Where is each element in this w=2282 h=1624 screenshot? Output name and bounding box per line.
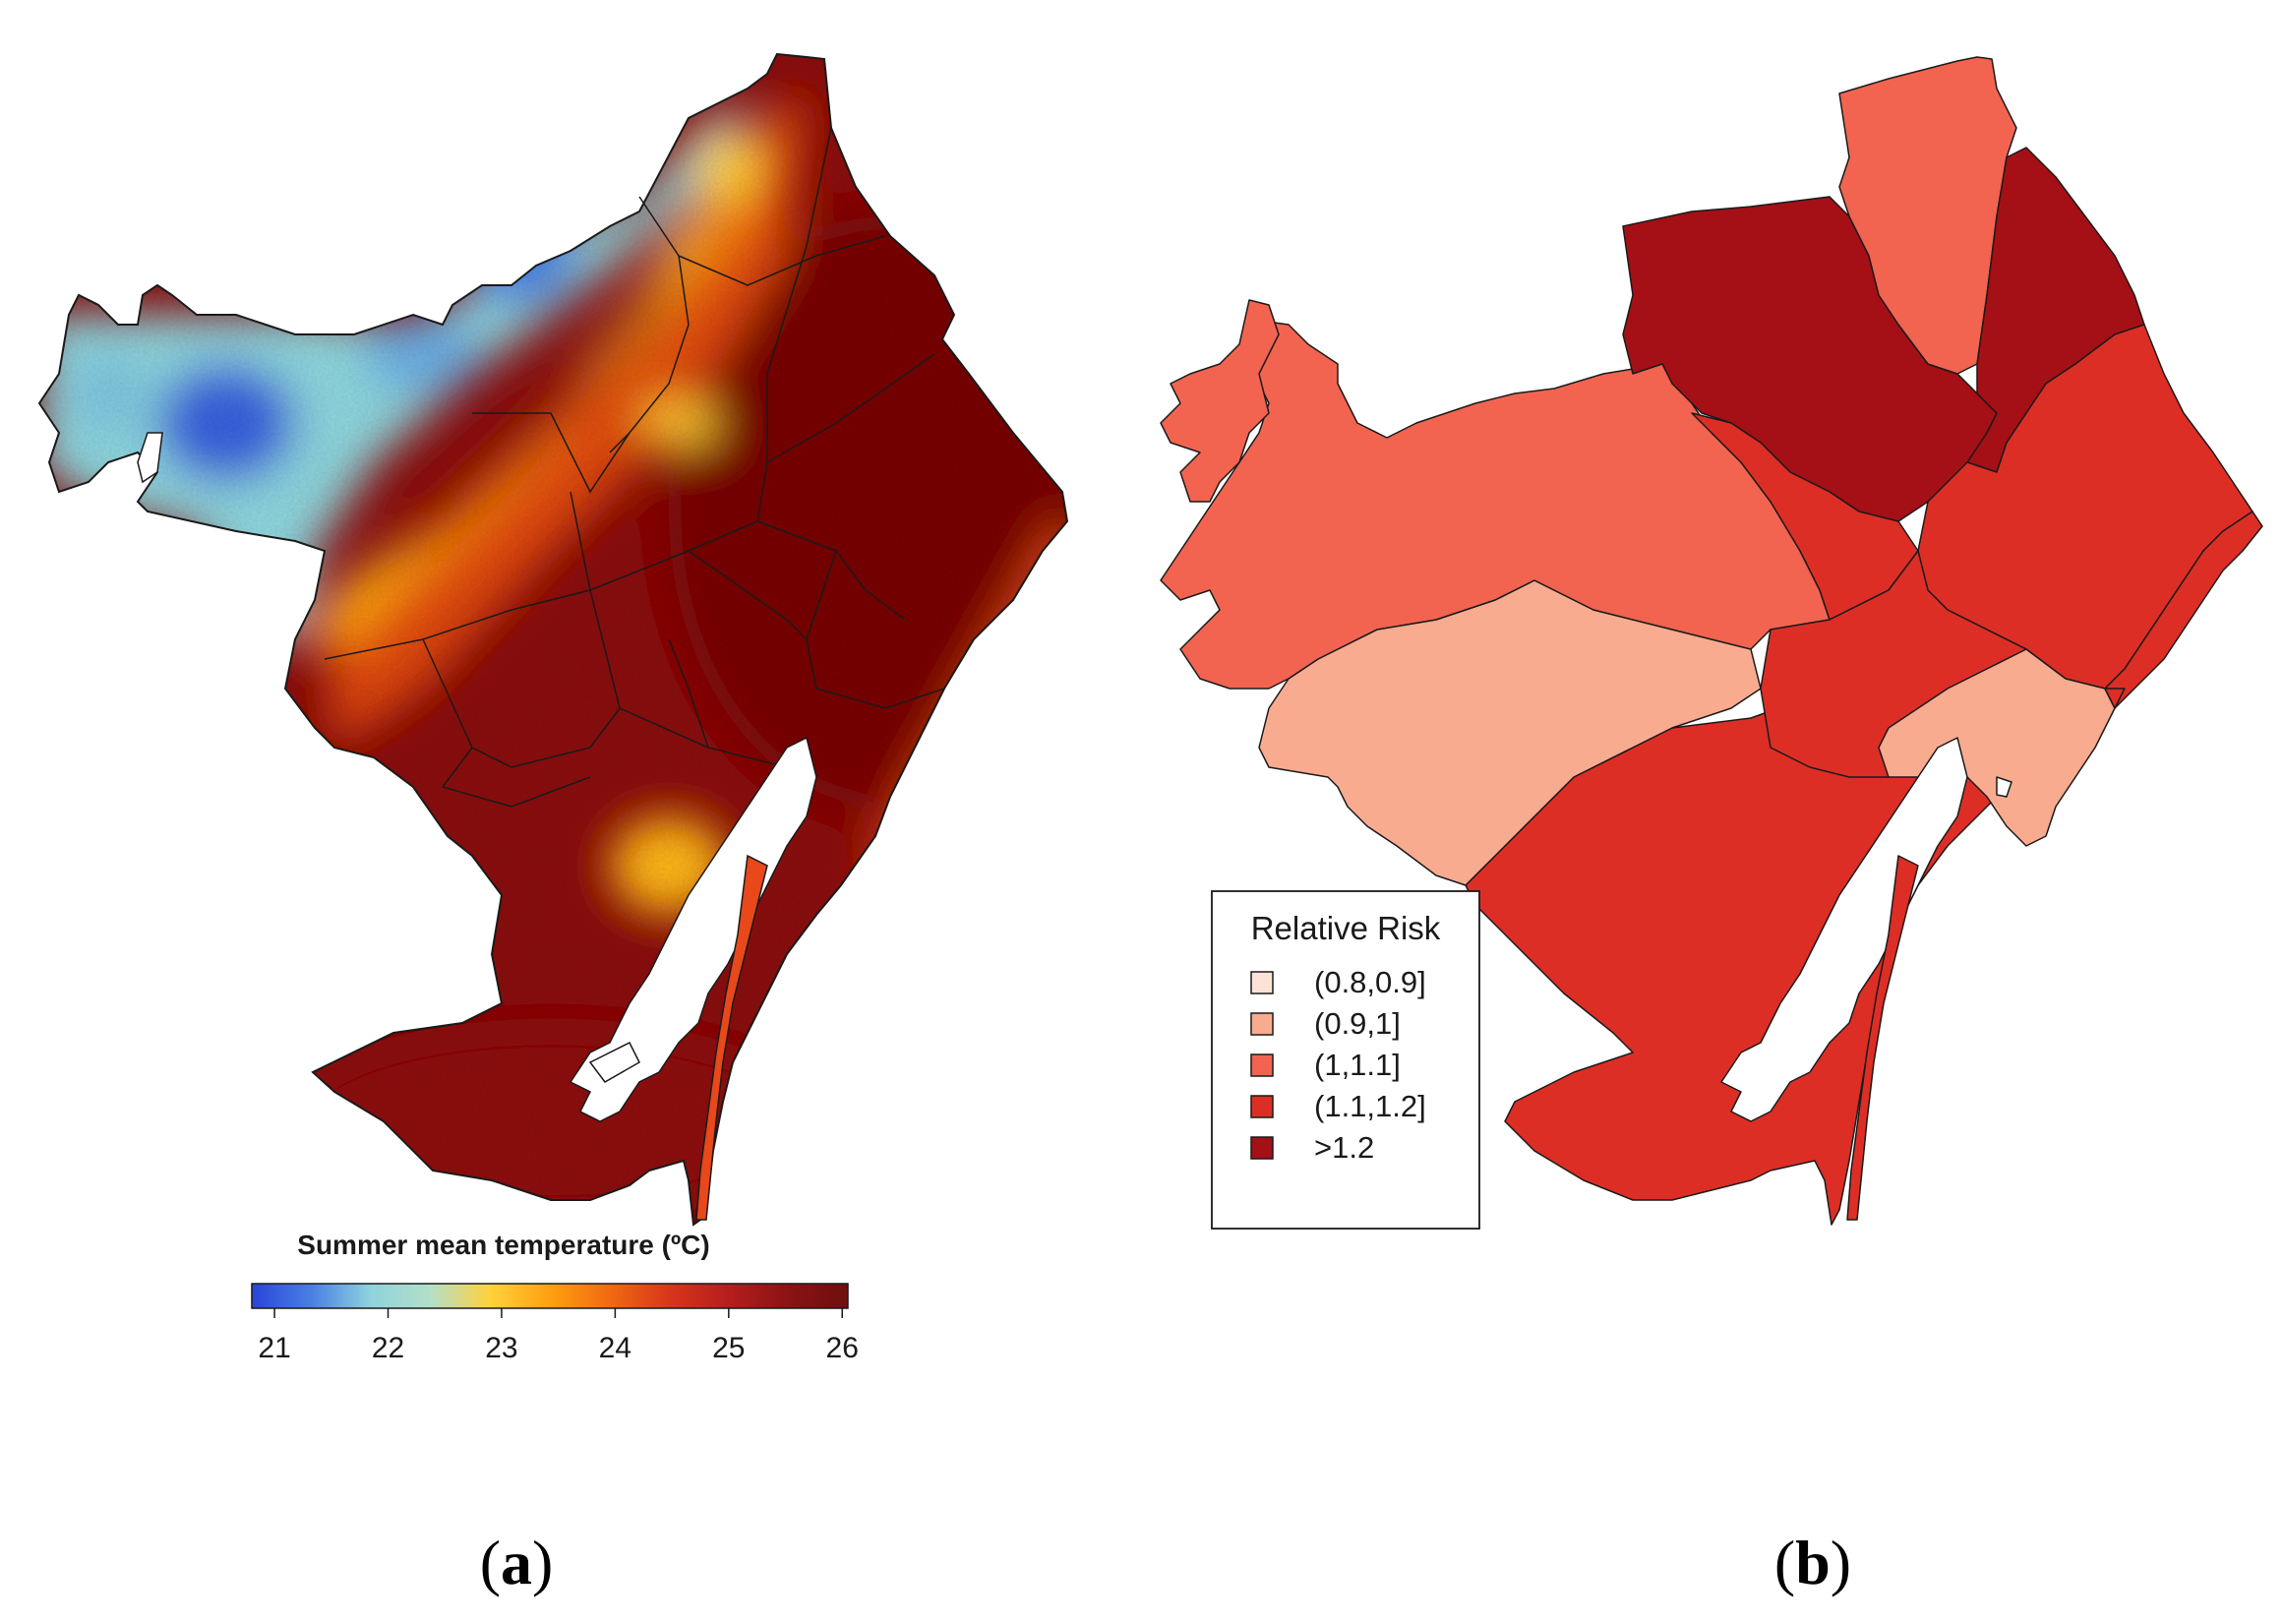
district-sant-marti[interactable] [2104,511,2263,709]
legend-title: Relative Risk [1251,910,1441,946]
legend-label: >1.2 [1314,1130,1374,1165]
colorbar-tick-label: 25 [712,1332,745,1364]
temperature-colorbar: Summer mean temperature (ºC) 21 22 23 24 25 2… [251,1230,859,1364]
breakwater-a [695,854,768,1221]
colorbar-tick-label: 26 [826,1332,859,1364]
legend-swatch [1250,1136,1274,1160]
legend-swatch [1250,1095,1274,1118]
colorbar-tick-label: 23 [485,1332,517,1364]
legend-label: (1,1.1] [1314,1048,1401,1082]
district-boundaries-a [37,52,1069,1227]
colorbar-tick-label: 22 [372,1332,404,1364]
legend-label: (1.1,1.2] [1314,1089,1426,1123]
colorbar-tick-label: 21 [258,1332,290,1364]
legend-label: (0.8,0.9] [1314,965,1426,999]
panel-b-relative-risk-map [1160,56,2263,1226]
district-ciutat-vella[interactable] [1878,648,2116,847]
colorbar-tick-label: 24 [599,1332,631,1364]
port-docks-b [1720,737,1968,1122]
breakwater-b [1846,855,1919,1221]
colorbar-title: Summer mean temperature (ºC) [297,1230,709,1260]
coast-fragment-b [2104,688,2126,709]
western-enclave-a [137,432,163,484]
colorbar-ticks: 21 22 23 24 25 26 [258,1308,859,1364]
legend-items: (0.8,0.9] (0.9,1] (1,1.1] (1.1,1.2] >1.2 [1250,965,1426,1165]
colorbar-ramp [251,1283,849,1309]
legend-swatch [1250,971,1274,994]
panel-a-label: (a) [480,1528,554,1597]
relative-risk-legend: Relative Risk (0.8,0.9] (0.9,1] (1,1.1] (1.… [1211,890,1480,1230]
legend-swatch [1250,1012,1274,1036]
port-docks-a [569,736,817,1122]
port-pier-b [1996,776,2012,798]
panel-a-temperature-map: Summer mean temperature (ºC) 21 22 23 24 25 2… [37,52,1069,1597]
temperature-raster [39,54,1067,1225]
legend-label: (0.9,1] [1314,1006,1401,1041]
panel-b-label: (b) [1774,1528,1851,1597]
legend-swatch [1250,1053,1274,1077]
district-les-corts[interactable] [1160,319,1831,690]
district-west-enclave[interactable] [1160,299,1280,503]
